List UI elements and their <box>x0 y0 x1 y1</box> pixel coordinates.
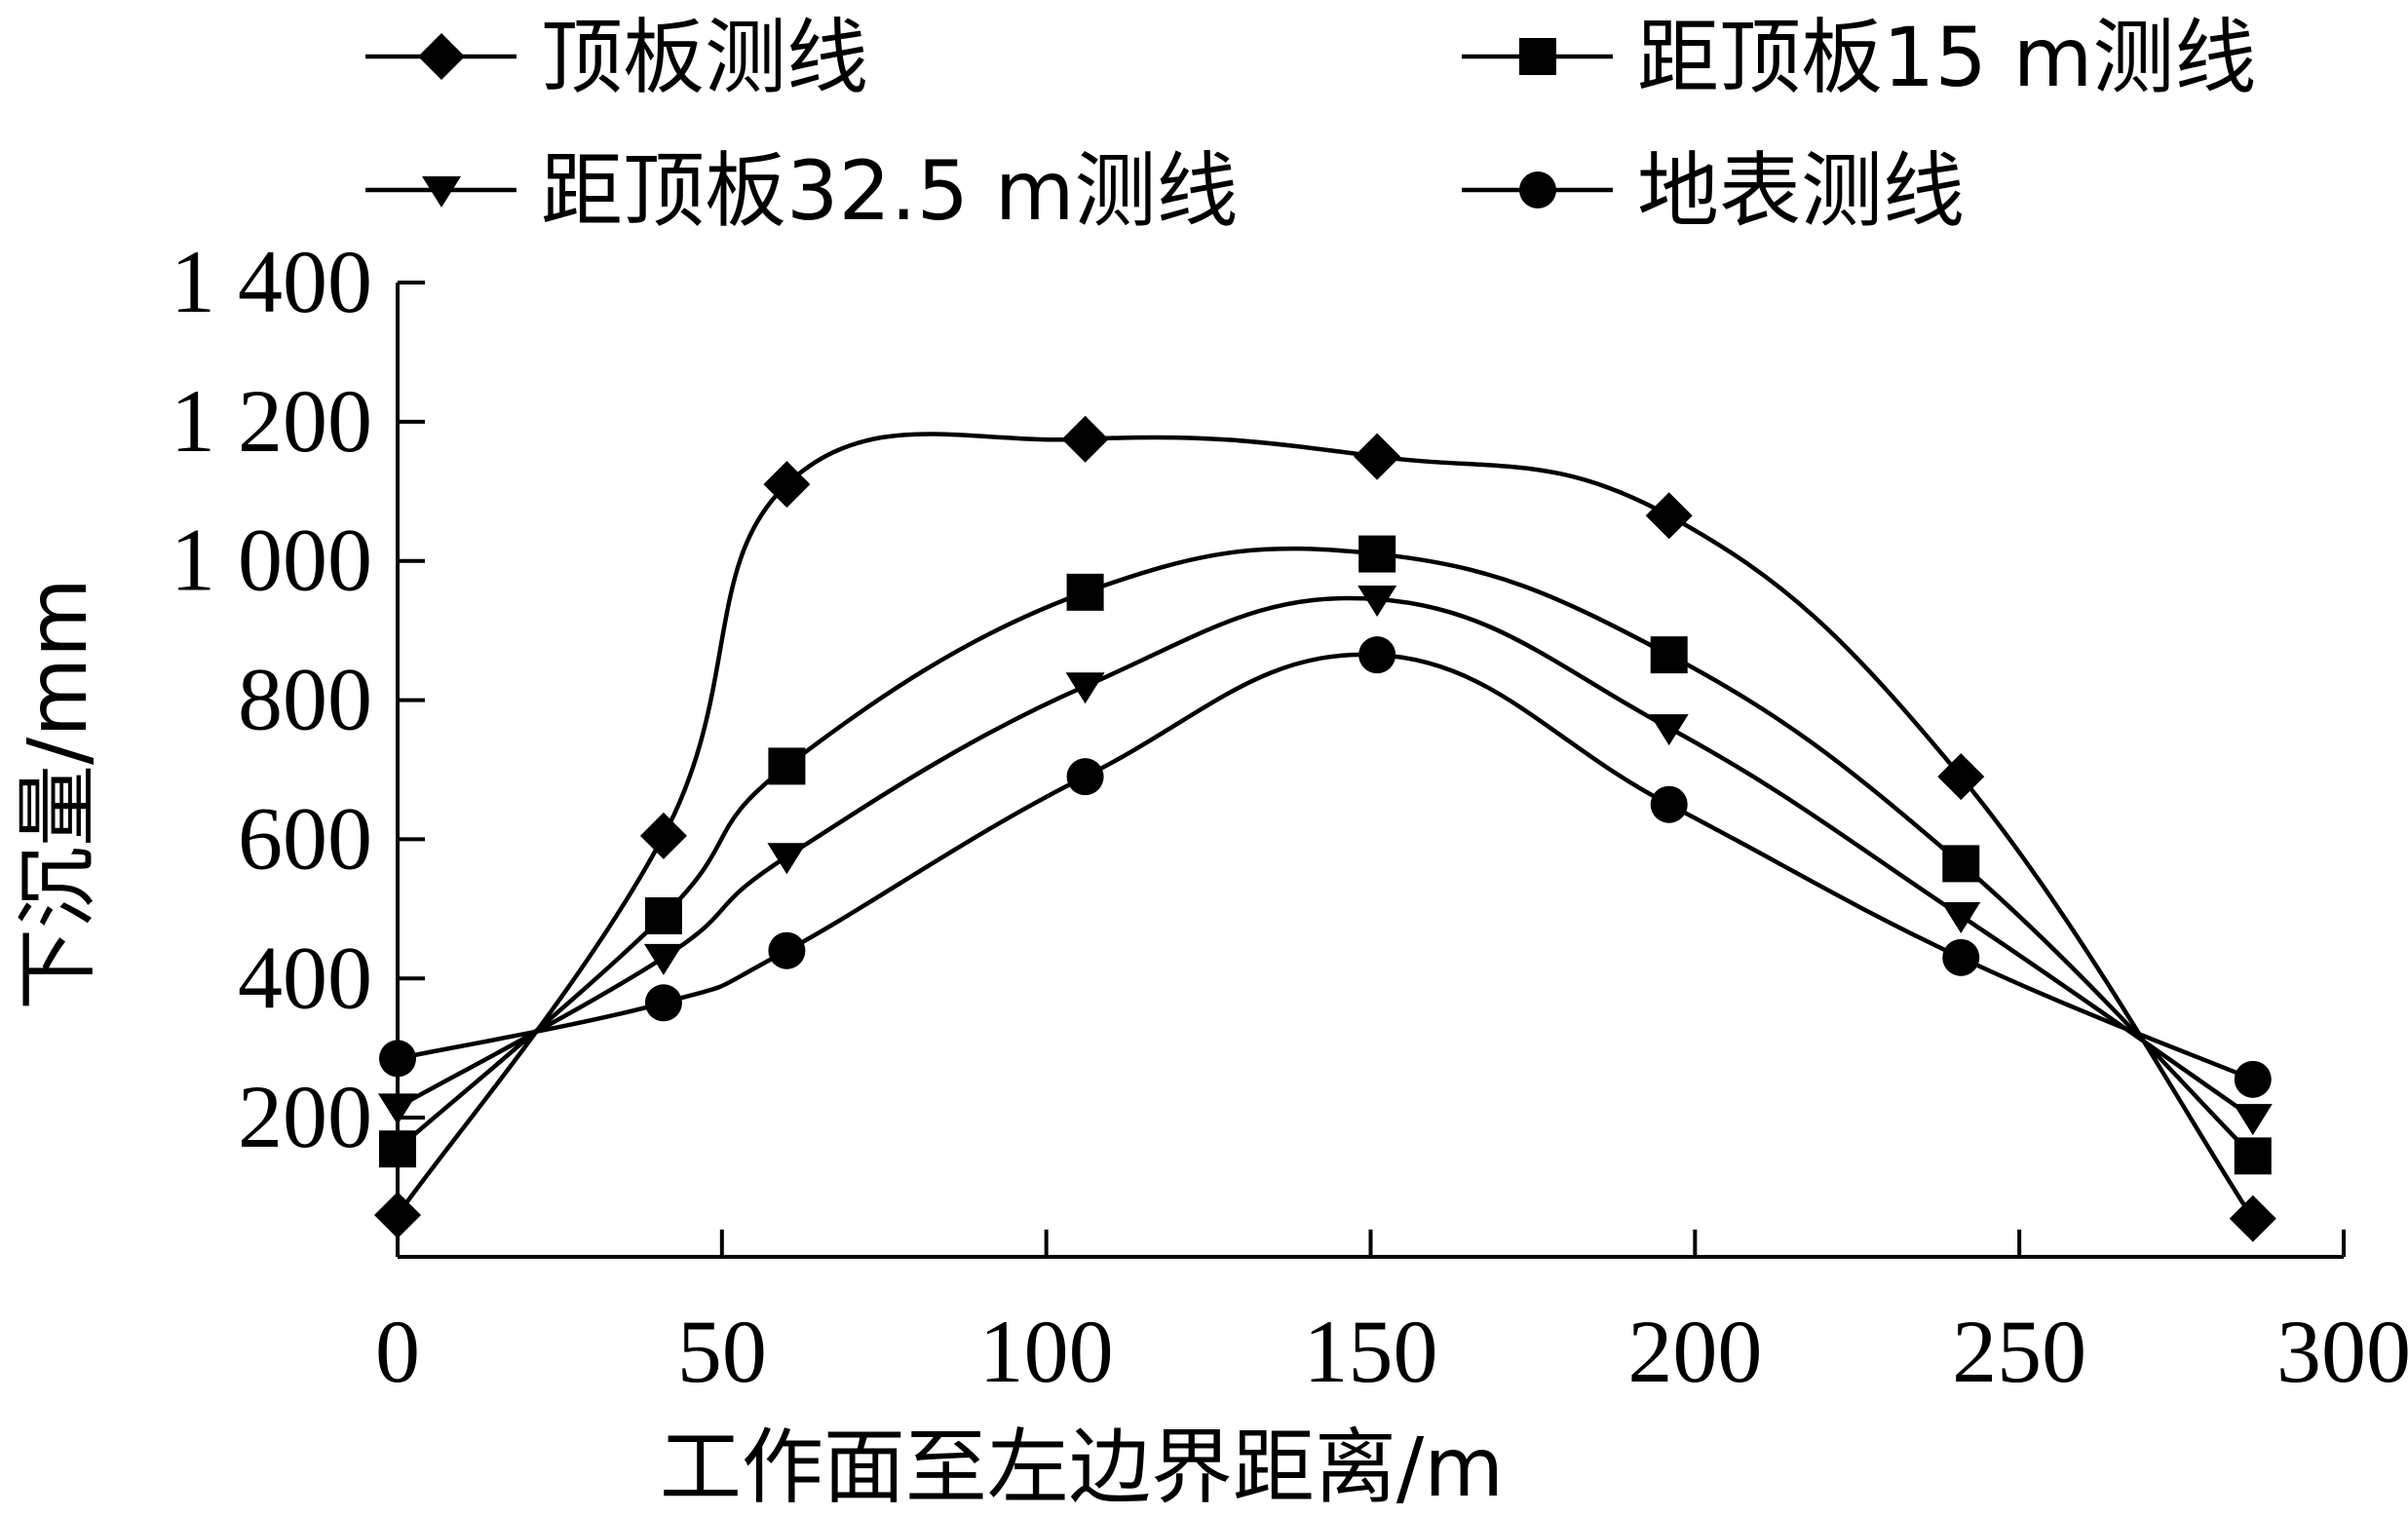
series-group <box>374 415 2276 1242</box>
x-tick-label: 200 <box>1627 1302 1762 1401</box>
legend-marker-square <box>1519 38 1556 75</box>
axes <box>396 283 2344 1259</box>
y-axis-label: 下沉量/mm <box>10 578 105 1010</box>
data-point-triangle <box>1357 586 1397 617</box>
data-point-diamond <box>763 461 811 509</box>
data-point-triangle <box>1065 672 1105 704</box>
legend-label: 地表测线 <box>1637 143 1965 239</box>
x-tick-label: 100 <box>979 1302 1114 1401</box>
data-point-square <box>1358 535 1396 573</box>
data-point-circle <box>1066 758 1104 796</box>
data-point-triangle <box>2233 1104 2273 1136</box>
series-diamond <box>374 415 2276 1242</box>
x-tick-label: 0 <box>375 1302 420 1401</box>
legend-item: 顶板测线 <box>365 10 868 105</box>
data-point-square <box>768 747 806 785</box>
data-point-circle <box>644 984 682 1022</box>
y-tick-label: 1 200 <box>171 371 372 471</box>
series-circle <box>379 636 2272 1098</box>
legend-label: 顶板测线 <box>541 10 868 105</box>
data-point-diamond <box>1061 415 1109 463</box>
data-point-circle <box>1650 785 1688 823</box>
data-point-triangle <box>767 843 807 875</box>
data-point-triangle <box>1649 714 1689 746</box>
data-point-diamond <box>374 1192 421 1239</box>
data-point-diamond <box>1937 753 1985 801</box>
y-tick-label: 600 <box>238 788 372 888</box>
x-axis-label: 工作面至左边界距离/m <box>660 1420 1504 1515</box>
data-point-square <box>1942 845 1980 883</box>
data-point-square <box>644 897 682 934</box>
x-tick-label: 250 <box>1952 1302 2086 1401</box>
y-tick-label: 1 000 <box>171 511 372 610</box>
legend-label: 距顶板15 m测线 <box>1637 10 2256 105</box>
data-point-square <box>379 1130 416 1168</box>
series-triangle <box>378 586 2273 1136</box>
data-point-diamond <box>2229 1194 2276 1242</box>
legend-label: 距顶板32.5 m测线 <box>541 143 1239 239</box>
data-point-triangle <box>378 1093 417 1125</box>
x-tick-label: 50 <box>677 1302 767 1401</box>
data-point-circle <box>768 931 806 969</box>
data-point-triangle <box>643 943 683 975</box>
series-square <box>379 535 2272 1175</box>
legend-marker-circle <box>1519 171 1556 208</box>
legend-item: 地表测线 <box>1462 143 1965 239</box>
data-point-diamond <box>1645 492 1693 540</box>
legend-item: 距顶板32.5 m测线 <box>365 143 1239 239</box>
data-point-triangle <box>1941 902 1981 933</box>
data-point-square <box>1066 573 1104 611</box>
data-point-circle <box>1942 938 1980 976</box>
data-point-circle <box>1358 636 1396 674</box>
data-point-circle <box>379 1040 416 1078</box>
y-tick-label: 1 400 <box>171 232 372 331</box>
x-tick-label: 300 <box>2276 1302 2408 1401</box>
legend-item: 距顶板15 m测线 <box>1462 10 2256 105</box>
y-tick-label: 400 <box>238 928 372 1027</box>
x-tick-label: 150 <box>1304 1302 1438 1401</box>
y-tick-label: 800 <box>238 650 372 749</box>
series-line-circle <box>397 652 2254 1081</box>
data-point-square <box>2234 1137 2272 1175</box>
y-tick-label: 200 <box>238 1067 372 1166</box>
data-point-circle <box>2234 1060 2272 1098</box>
legend-marker-triangle <box>422 176 461 208</box>
data-point-square <box>1650 636 1688 674</box>
ticks: 0 50 100 150 200 250 300 200 400 600 800 1 000 1 200… <box>171 232 2408 1401</box>
legend-marker-diamond <box>418 33 465 80</box>
data-point-diamond <box>639 812 687 859</box>
data-point-diamond <box>1354 433 1401 480</box>
